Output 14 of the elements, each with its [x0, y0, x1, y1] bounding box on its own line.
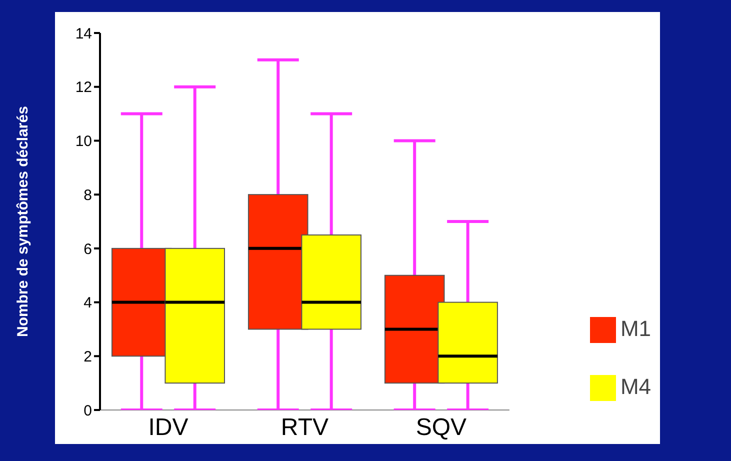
y-tick-label: 2: [84, 348, 92, 366]
y-tick-label: 4: [84, 294, 92, 312]
x-tick-label: RTV: [280, 414, 329, 442]
y-tick-label: 0: [84, 402, 92, 420]
y-axis-title: Nombre de symptômes déclarés: [14, 106, 32, 337]
y-tick-label: 14: [75, 25, 92, 42]
y-tick-label: 10: [75, 133, 92, 150]
x-tick-label: IDV: [148, 414, 188, 442]
y-tick-label: 6: [84, 240, 92, 258]
x-tick-label: SQV: [416, 414, 467, 442]
y-tick-label: 8: [84, 186, 92, 204]
legend-label: M4: [620, 374, 651, 399]
legend-label: M1: [620, 316, 651, 341]
y-tick-label: 12: [75, 79, 92, 96]
